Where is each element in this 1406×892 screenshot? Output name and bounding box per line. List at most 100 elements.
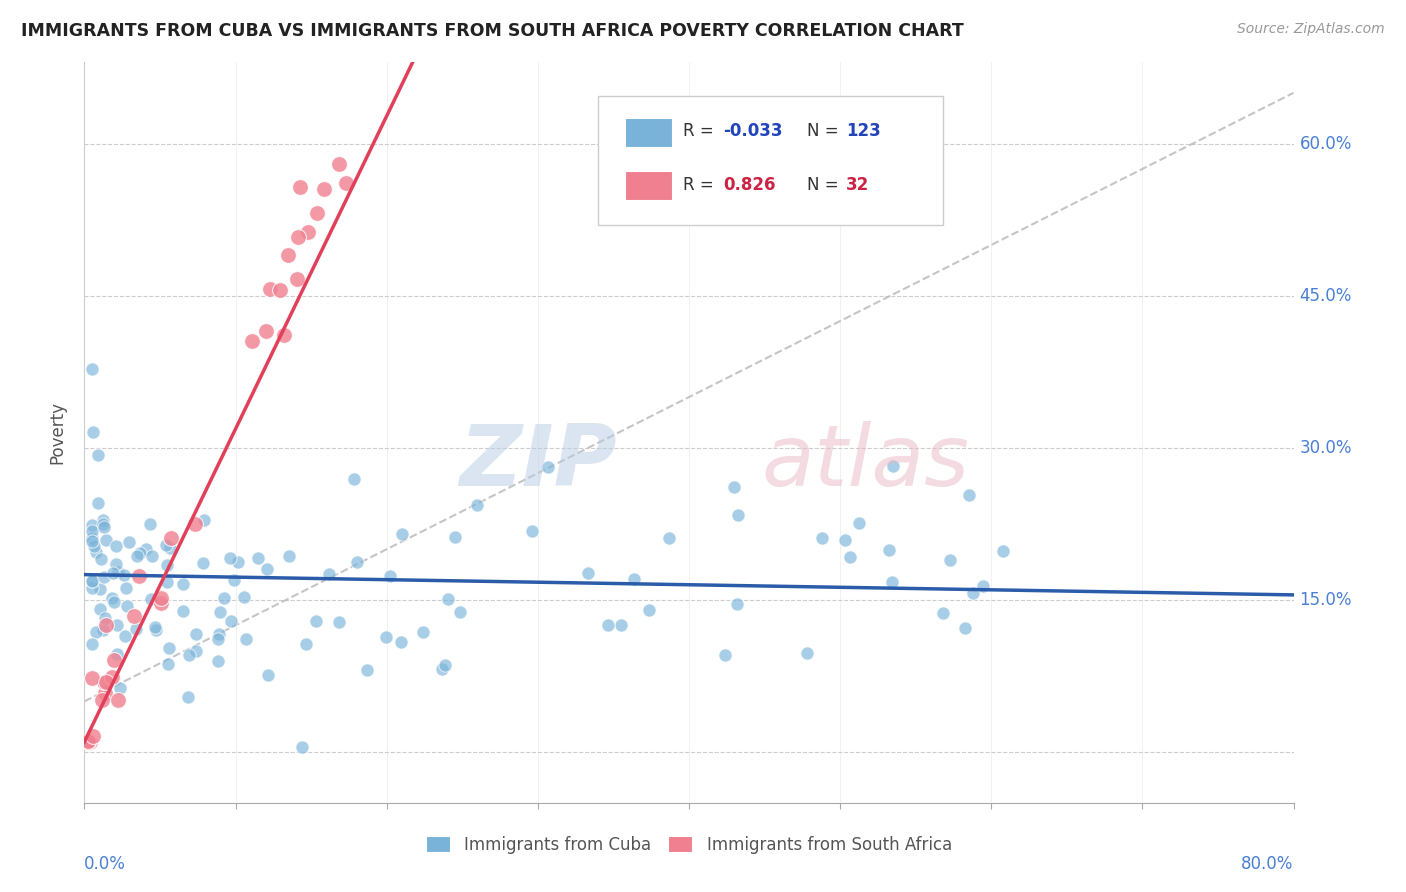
Point xyxy=(939,553,962,567)
Point xyxy=(346,555,368,569)
Point xyxy=(82,425,104,440)
Point xyxy=(80,637,103,651)
Point xyxy=(93,611,115,625)
Point xyxy=(108,681,131,696)
Point xyxy=(156,574,179,589)
Text: ZIP: ZIP xyxy=(458,421,616,504)
Point xyxy=(596,617,619,632)
Point xyxy=(314,182,336,196)
Point xyxy=(335,176,357,190)
Point xyxy=(94,675,117,690)
Point xyxy=(157,641,180,656)
Point xyxy=(89,582,111,596)
Point xyxy=(972,579,994,593)
Point xyxy=(356,663,378,677)
Text: N =: N = xyxy=(807,122,845,140)
Text: 80.0%: 80.0% xyxy=(1241,855,1294,872)
Text: N =: N = xyxy=(807,176,845,194)
Text: IMMIGRANTS FROM CUBA VS IMMIGRANTS FROM SOUTH AFRICA POVERTY CORRELATION CHART: IMMIGRANTS FROM CUBA VS IMMIGRANTS FROM … xyxy=(21,22,965,40)
Point xyxy=(100,591,122,605)
Text: 123: 123 xyxy=(846,122,882,140)
Point xyxy=(83,539,105,553)
Point xyxy=(122,608,145,623)
FancyBboxPatch shape xyxy=(624,118,673,147)
Point xyxy=(576,566,599,581)
Point xyxy=(991,544,1014,558)
Point xyxy=(277,549,299,564)
Point xyxy=(208,605,231,619)
Text: Source: ZipAtlas.com: Source: ZipAtlas.com xyxy=(1237,22,1385,37)
Point xyxy=(80,524,103,538)
Point xyxy=(145,623,167,637)
Point xyxy=(82,729,104,743)
Point xyxy=(226,555,249,569)
Point xyxy=(207,632,229,647)
Point xyxy=(328,157,350,171)
Point xyxy=(103,595,125,609)
Point xyxy=(80,531,103,545)
Point xyxy=(139,516,162,531)
Point xyxy=(93,519,115,533)
Point xyxy=(80,574,103,588)
Point xyxy=(101,566,124,581)
Text: -0.033: -0.033 xyxy=(723,122,782,140)
Point xyxy=(184,626,207,640)
Point xyxy=(838,550,860,565)
Point xyxy=(114,581,136,595)
Point xyxy=(115,599,138,613)
Point xyxy=(150,596,173,610)
Point xyxy=(638,603,661,617)
Point xyxy=(291,739,314,754)
Point xyxy=(118,535,141,549)
Point xyxy=(80,362,103,376)
Point xyxy=(221,614,243,628)
Point xyxy=(725,597,748,611)
Point xyxy=(184,517,207,532)
Point xyxy=(295,637,318,651)
Y-axis label: Poverty: Poverty xyxy=(48,401,66,464)
Point xyxy=(159,541,181,555)
Point xyxy=(90,693,112,707)
Text: 0.0%: 0.0% xyxy=(84,855,127,872)
Point xyxy=(128,569,150,583)
Point xyxy=(101,670,124,684)
Point xyxy=(235,632,257,646)
Point xyxy=(246,550,269,565)
Point xyxy=(128,546,150,560)
Point xyxy=(80,518,103,533)
Point xyxy=(375,630,398,644)
Point xyxy=(80,574,103,588)
Point xyxy=(84,545,107,559)
Point xyxy=(297,225,319,239)
Point xyxy=(84,625,107,640)
Point xyxy=(77,734,100,748)
Point xyxy=(94,533,117,548)
Point xyxy=(114,629,136,643)
Point xyxy=(877,542,900,557)
Point xyxy=(378,569,401,583)
Point xyxy=(269,283,291,297)
Point xyxy=(437,592,460,607)
Point xyxy=(80,582,103,596)
Point xyxy=(207,627,229,641)
Point xyxy=(212,591,235,605)
Point xyxy=(172,604,194,618)
Text: 0.826: 0.826 xyxy=(723,176,775,194)
Point xyxy=(834,533,856,547)
Point xyxy=(139,592,162,607)
Text: 15.0%: 15.0% xyxy=(1299,591,1353,609)
Point xyxy=(467,498,489,512)
Legend: Immigrants from Cuba, Immigrants from South Africa: Immigrants from Cuba, Immigrants from So… xyxy=(419,830,959,861)
Point xyxy=(254,324,277,338)
Point xyxy=(434,658,457,673)
Point xyxy=(87,448,110,462)
Text: R =: R = xyxy=(683,176,718,194)
Point xyxy=(305,206,328,220)
Point xyxy=(957,488,980,502)
Point xyxy=(287,272,309,286)
Point xyxy=(90,552,112,566)
Point xyxy=(91,513,114,527)
Point xyxy=(82,671,104,685)
Point xyxy=(796,646,818,660)
Point xyxy=(931,606,953,620)
